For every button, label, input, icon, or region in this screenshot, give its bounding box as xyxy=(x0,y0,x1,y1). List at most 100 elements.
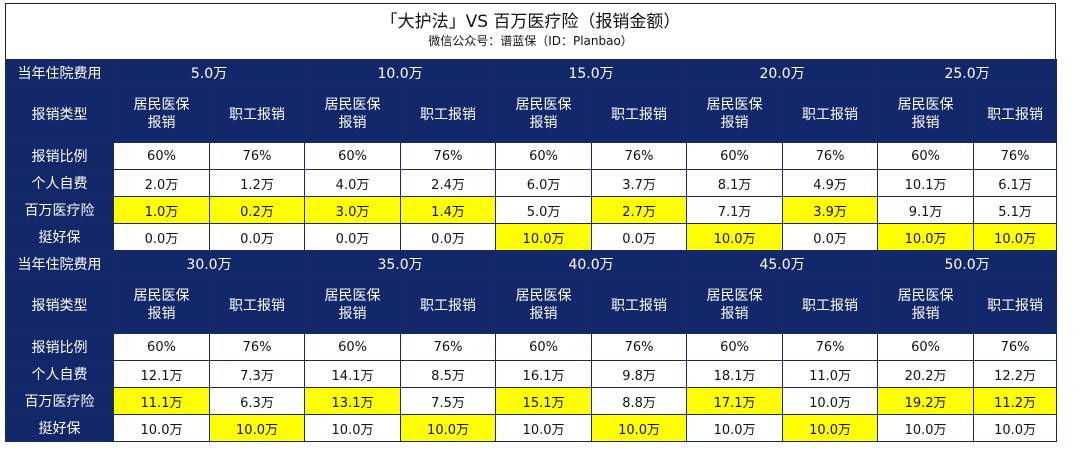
million-label: 百万医疗险 xyxy=(5,196,114,224)
ratio-cell: 76% xyxy=(591,333,688,361)
million-cell: 0.2万 xyxy=(208,196,306,224)
self-pay-cell: 4.9万 xyxy=(782,169,879,197)
tinghao-cell: 10.0万 xyxy=(113,414,210,442)
ratio-cell: 76% xyxy=(782,142,879,170)
table-row: 个人自费 2.0万 1.2万 4.0万 2.4万 6.0万 3.7万 8.1万 4.9万 10.1… xyxy=(5,169,1058,197)
ratio-cell: 60% xyxy=(495,142,593,170)
page-subtitle: 微信公众号：谱蓝保（ID：Planbao） xyxy=(428,34,633,48)
cost-amount: 25.0万 xyxy=(877,59,1058,86)
resident-column-header: 居民医保 报销 xyxy=(304,85,402,143)
cost-label: 当年住院费用 xyxy=(5,250,114,277)
self-pay-cell: 2.4万 xyxy=(400,169,497,197)
tinghao-cell: 10.0万 xyxy=(400,414,497,442)
table-row: 报销比例 60% 76% 60% 76% 60% 76% 60% 76% 60% 76% xyxy=(5,142,1058,170)
resident-column-header: 居民医保 报销 xyxy=(877,85,975,143)
million-cell: 11.1万 xyxy=(113,387,210,415)
title-block: 「大护法」VS 百万医疗险（报销金额） 微信公众号：谱蓝保（ID：Planbao… xyxy=(5,3,1056,59)
cost-amount: 10.0万 xyxy=(304,59,497,86)
resident-column-header: 居民医保 报销 xyxy=(877,276,975,334)
employee-column-header: 职工报销 xyxy=(208,276,306,334)
million-cell: 7.1万 xyxy=(686,196,784,224)
employee-column-header: 职工报销 xyxy=(400,85,497,143)
self-pay-cell: 4.0万 xyxy=(304,169,402,197)
self-pay-cell: 12.1万 xyxy=(113,360,210,388)
ratio-cell: 76% xyxy=(400,333,497,361)
resident-column-header: 居民医保 报销 xyxy=(686,276,784,334)
million-cell: 15.1万 xyxy=(495,387,593,415)
resident-column-header: 居民医保 报销 xyxy=(113,85,210,143)
million-cell: 10.0万 xyxy=(782,387,879,415)
table-row: 报销比例 60% 76% 60% 76% 60% 76% 60% 76% 60% 76% xyxy=(5,333,1058,361)
employee-column-header: 职工报销 xyxy=(973,85,1058,143)
self-pay-cell: 6.0万 xyxy=(495,169,593,197)
self-pay-label: 个人自费 xyxy=(5,169,114,197)
type-label: 报销类型 xyxy=(5,85,114,143)
million-cell: 11.2万 xyxy=(973,387,1058,415)
self-pay-cell: 9.8万 xyxy=(591,360,688,388)
employee-column-header: 职工报销 xyxy=(782,276,879,334)
self-pay-cell: 8.1万 xyxy=(686,169,784,197)
ratio-cell: 60% xyxy=(113,142,210,170)
tinghao-label: 挺好保 xyxy=(5,223,114,251)
tinghao-cell: 10.0万 xyxy=(686,223,784,251)
million-cell: 3.9万 xyxy=(782,196,879,224)
self-pay-cell: 16.1万 xyxy=(495,360,593,388)
ratio-cell: 60% xyxy=(877,333,975,361)
page-title: 「大护法」VS 百万医疗险（报销金额） xyxy=(380,12,681,32)
cost-label: 当年住院费用 xyxy=(5,59,114,86)
ratio-cell: 76% xyxy=(973,142,1058,170)
table-row: 个人自费 12.1万 7.3万 14.1万 8.5万 16.1万 9.8万 18.1万 11.0… xyxy=(5,360,1058,388)
ratio-cell: 60% xyxy=(495,333,593,361)
cost-amount: 30.0万 xyxy=(112,250,306,277)
self-pay-cell: 20.2万 xyxy=(877,360,975,388)
comparison-sheet: 「大护法」VS 百万医疗险（报销金额） 微信公众号：谱蓝保（ID：Planbao… xyxy=(5,3,1058,452)
employee-column-header: 职工报销 xyxy=(591,276,688,334)
tinghao-cell: 10.0万 xyxy=(495,414,593,442)
cost-amount: 5.0万 xyxy=(112,59,306,86)
resident-column-header: 居民医保 报销 xyxy=(495,276,593,334)
tinghao-cell: 0.0万 xyxy=(400,223,497,251)
tinghao-cell: 0.0万 xyxy=(782,223,879,251)
ratio-cell: 60% xyxy=(304,142,402,170)
million-cell: 2.7万 xyxy=(591,196,688,224)
tinghao-cell: 10.0万 xyxy=(877,414,975,442)
ratio-cell: 60% xyxy=(304,333,402,361)
type-label: 报销类型 xyxy=(5,276,114,334)
tinghao-cell: 10.0万 xyxy=(495,223,593,251)
cost-header-row: 当年住院费用 5.0万 10.0万 15.0万 20.0万 25.0万 xyxy=(5,59,1058,86)
ratio-label: 报销比例 xyxy=(5,142,114,170)
tinghao-cell: 0.0万 xyxy=(304,223,402,251)
ratio-cell: 76% xyxy=(208,333,306,361)
million-cell: 5.0万 xyxy=(495,196,593,224)
employee-column-header: 职工报销 xyxy=(591,85,688,143)
tinghao-label: 挺好保 xyxy=(5,414,114,442)
employee-column-header: 职工报销 xyxy=(782,85,879,143)
cost-amount: 40.0万 xyxy=(495,250,688,277)
table-row: 百万医疗险 11.1万 6.3万 13.1万 7.5万 15.1万 8.8万 17.1万 10.… xyxy=(5,387,1058,415)
ratio-cell: 76% xyxy=(591,142,688,170)
self-pay-cell: 1.2万 xyxy=(208,169,306,197)
self-pay-cell: 8.5万 xyxy=(400,360,497,388)
self-pay-cell: 6.1万 xyxy=(973,169,1058,197)
self-pay-cell: 11.0万 xyxy=(782,360,879,388)
employee-column-header: 职工报销 xyxy=(208,85,306,143)
table-row: 挺好保 10.0万 10.0万 10.0万 10.0万 10.0万 10.0万 10.0万 10… xyxy=(5,414,1058,442)
self-pay-cell: 12.2万 xyxy=(973,360,1058,388)
resident-column-header: 居民医保 报销 xyxy=(304,276,402,334)
tinghao-cell: 10.0万 xyxy=(686,414,784,442)
self-pay-label: 个人自费 xyxy=(5,360,114,388)
tinghao-cell: 10.0万 xyxy=(877,223,975,251)
ratio-cell: 76% xyxy=(973,333,1058,361)
million-cell: 6.3万 xyxy=(208,387,306,415)
employee-column-header: 职工报销 xyxy=(400,276,497,334)
million-cell: 5.1万 xyxy=(973,196,1058,224)
tinghao-cell: 10.0万 xyxy=(591,414,688,442)
million-cell: 19.2万 xyxy=(877,387,975,415)
self-pay-cell: 7.3万 xyxy=(208,360,306,388)
million-cell: 1.0万 xyxy=(113,196,210,224)
resident-column-header: 居民医保 报销 xyxy=(686,85,784,143)
employee-column-header: 职工报销 xyxy=(973,276,1058,334)
reimbursement-table: 当年住院费用 5.0万 10.0万 15.0万 20.0万 25.0万 报销类型 居民医保 报… xyxy=(5,59,1058,442)
cost-amount: 35.0万 xyxy=(304,250,497,277)
million-label: 百万医疗险 xyxy=(5,387,114,415)
